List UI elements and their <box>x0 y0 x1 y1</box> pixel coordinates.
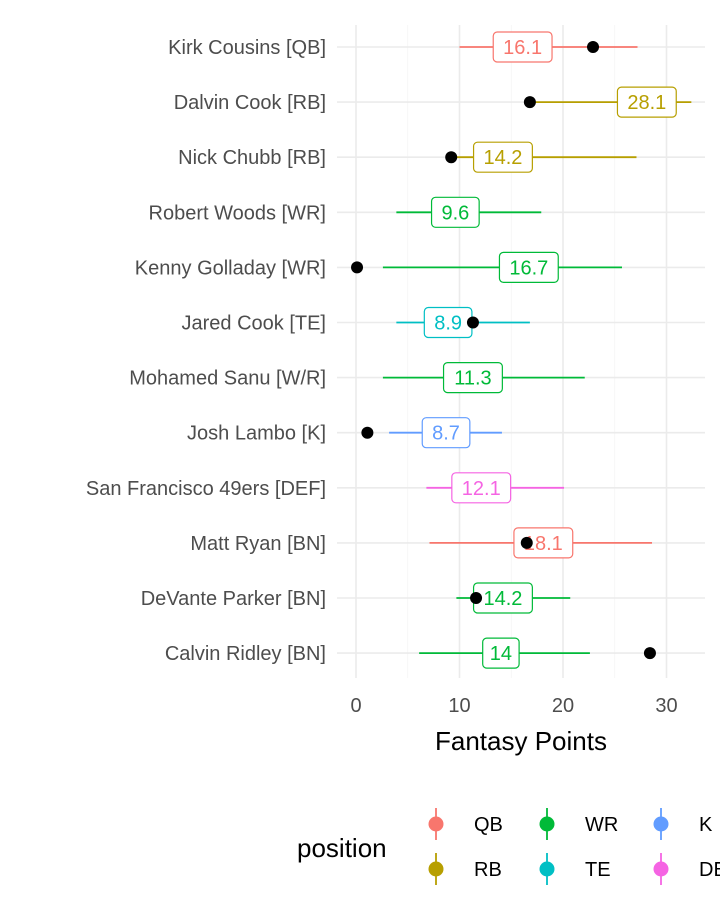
legend-key-dot <box>428 816 444 832</box>
y-tick-label: Jared Cook [TE] <box>181 313 326 335</box>
y-tick-label: Robert Woods [WR] <box>149 202 326 224</box>
projection-label: 8.7 <box>432 423 460 445</box>
projection-label-box <box>513 527 574 559</box>
legend-key-dot <box>653 816 669 832</box>
projection-label-box <box>442 362 503 394</box>
projection-label-box <box>498 251 559 283</box>
legend-key-dot <box>539 816 555 832</box>
projection-label: 8.9 <box>434 313 462 335</box>
projection-label-box <box>482 637 520 669</box>
projection-label-box <box>451 472 512 504</box>
projection-label-box <box>430 196 480 228</box>
legend: position QB RB WR TE K DEF <box>297 808 720 885</box>
y-tick-label: Kenny Golladay [WR] <box>135 257 326 279</box>
legend-entry: TE <box>585 859 611 881</box>
projection-label: 12.1 <box>462 478 501 500</box>
actual-point <box>523 96 536 109</box>
projection-label-box <box>616 86 677 118</box>
y-axis-labels: Kirk Cousins [QB] Dalvin Cook [RB] Nick Ch… <box>86 37 326 665</box>
actual-point <box>361 426 374 439</box>
y-tick-label: Dalvin Cook [RB] <box>174 92 326 114</box>
x-tick-label: 10 <box>448 695 470 717</box>
actual-point <box>520 536 533 549</box>
projection-label: 11.3 <box>454 368 491 390</box>
projection-label: 18.1 <box>524 533 563 555</box>
actual-points <box>351 41 656 660</box>
projection-labels: 16.1 28.1 14.2 9.6 16.7 8.9 11.3 8.7 12.1 18.1 14.… <box>421 31 677 669</box>
y-tick-label: Nick Chubb [RB] <box>178 147 326 169</box>
actual-point <box>643 647 656 660</box>
actual-point <box>466 316 479 329</box>
projection-label: 14.2 <box>484 147 523 169</box>
x-axis-ticks: 0 10 20 30 <box>350 695 677 717</box>
x-axis-title: Fantasy Points <box>435 726 607 756</box>
y-tick-label: Matt Ryan [BN] <box>190 533 326 555</box>
legend-entry: WR <box>585 814 618 836</box>
legend-entry: K <box>699 814 713 836</box>
y-tick-label: Calvin Ridley [BN] <box>165 643 326 665</box>
actual-point <box>470 592 483 604</box>
projection-label: 16.1 <box>503 37 542 59</box>
y-tick-label: Kirk Cousins [QB] <box>168 37 326 59</box>
legend-entry: DEF <box>699 859 720 881</box>
projection-label: 14 <box>490 643 512 665</box>
x-tick-label: 0 <box>350 695 361 717</box>
projection-label: 28.1 <box>627 92 666 114</box>
y-tick-label: DeVante Parker [BN] <box>141 588 326 610</box>
legend-entry: RB <box>474 859 502 881</box>
legend-title: position <box>297 833 387 863</box>
y-tick-label: Mohamed Sanu [W/R] <box>129 368 326 390</box>
legend-key-dot <box>539 861 555 877</box>
actual-point <box>587 41 600 53</box>
x-tick-label: 30 <box>655 695 677 717</box>
y-tick-label: Josh Lambo [K] <box>187 423 326 445</box>
actual-point <box>351 261 364 274</box>
range-lines <box>382 46 692 654</box>
projection-label-box <box>421 417 471 449</box>
legend-key-dot <box>428 861 444 877</box>
projection-label: 14.2 <box>484 588 523 610</box>
legend-key-dot <box>653 861 669 877</box>
projection-label-box <box>492 31 553 63</box>
x-tick-label: 20 <box>552 695 574 717</box>
y-tick-label: San Francisco 49ers [DEF] <box>86 478 326 500</box>
grid-lines <box>337 25 705 678</box>
legend-entry: QB <box>474 814 503 836</box>
actual-point <box>445 151 458 164</box>
projection-label: 9.6 <box>441 202 469 224</box>
projection-label: 16.7 <box>509 257 548 279</box>
projection-label-box <box>472 141 533 173</box>
